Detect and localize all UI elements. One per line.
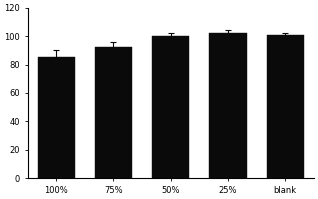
Bar: [95, 47, 132, 178]
Bar: [38, 57, 75, 178]
Bar: [266, 35, 304, 178]
Bar: [152, 36, 189, 178]
Bar: [209, 33, 246, 178]
